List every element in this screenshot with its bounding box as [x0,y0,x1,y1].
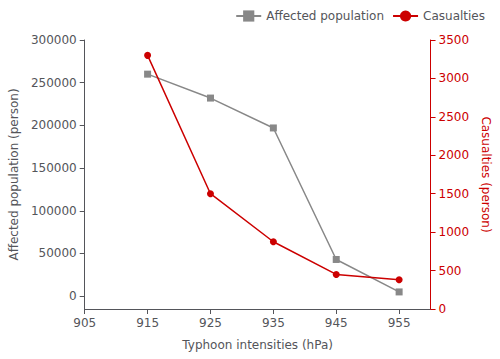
svg-text:500: 500 [439,264,462,278]
svg-text:0: 0 [69,289,77,303]
svg-text:300000: 300000 [31,33,77,47]
svg-text:925: 925 [199,316,222,330]
svg-text:Affected population: Affected population [266,9,384,23]
svg-text:3000: 3000 [439,71,470,85]
svg-text:2500: 2500 [439,110,470,124]
svg-text:955: 955 [388,316,411,330]
svg-text:1500: 1500 [439,187,470,201]
svg-text:250000: 250000 [31,76,77,90]
svg-text:1000: 1000 [439,225,470,239]
svg-text:2000: 2000 [439,148,470,162]
svg-text:200000: 200000 [31,118,77,132]
svg-text:150000: 150000 [31,161,77,175]
svg-text:Typhoon intensities (hPa): Typhoon intensities (hPa) [181,338,333,352]
svg-text:935: 935 [262,316,285,330]
svg-text:100000: 100000 [31,204,77,218]
svg-text:Casualties: Casualties [423,9,485,23]
svg-text:Casualties (person): Casualties (person) [479,116,493,232]
svg-text:Affected population (person): Affected population (person) [7,88,21,260]
svg-text:905: 905 [73,316,96,330]
svg-text:50000: 50000 [39,246,77,260]
svg-text:0: 0 [439,302,447,316]
svg-text:3500: 3500 [439,33,470,47]
svg-text:945: 945 [325,316,348,330]
svg-text:915: 915 [136,316,159,330]
